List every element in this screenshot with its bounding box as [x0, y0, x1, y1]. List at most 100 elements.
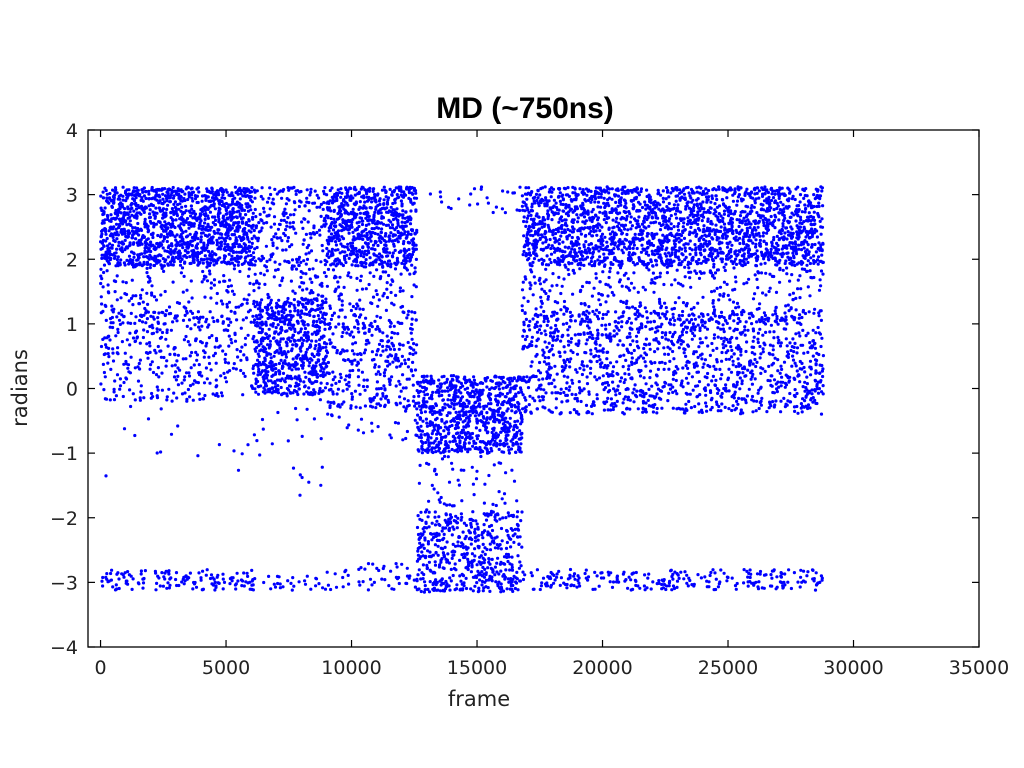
data-point	[139, 296, 143, 300]
data-point	[255, 346, 259, 350]
data-point	[324, 342, 329, 346]
data-point	[472, 187, 477, 191]
data-point	[381, 216, 385, 220]
data-point	[185, 255, 189, 259]
data-point	[250, 568, 254, 573]
data-point	[385, 247, 389, 251]
data-point	[170, 399, 174, 403]
data-point	[129, 321, 133, 325]
data-point	[402, 239, 406, 244]
data-point	[195, 194, 199, 198]
data-point	[419, 436, 423, 440]
data-point	[267, 574, 271, 579]
data-point	[268, 186, 272, 190]
data-point	[461, 542, 465, 547]
data-point	[360, 370, 364, 374]
data-point	[329, 401, 333, 405]
data-point	[321, 370, 325, 374]
data-point	[427, 499, 431, 503]
data-point	[165, 398, 169, 402]
data-point	[405, 268, 409, 272]
data-point	[284, 248, 288, 252]
data-point	[134, 329, 139, 333]
data-point	[373, 363, 377, 367]
data-point	[312, 314, 316, 318]
data-point	[331, 332, 335, 336]
data-point	[167, 387, 171, 391]
data-point	[312, 319, 316, 323]
data-point	[346, 327, 350, 331]
data-point	[472, 375, 476, 379]
data-point	[121, 321, 125, 325]
data-point	[222, 580, 227, 585]
data-point	[419, 411, 424, 415]
data-point	[398, 382, 402, 386]
data-point	[405, 581, 409, 586]
data-point	[211, 235, 215, 239]
data-point	[110, 568, 114, 572]
data-point	[377, 568, 381, 573]
data-point	[214, 253, 218, 257]
data-point	[212, 278, 217, 282]
data-point	[164, 211, 168, 215]
data-point	[176, 383, 180, 387]
data-point	[319, 260, 323, 264]
data-point	[280, 377, 284, 381]
data-point	[116, 346, 120, 350]
data-point	[227, 334, 231, 338]
data-point	[100, 253, 104, 257]
data-point	[179, 195, 183, 199]
data-point	[152, 263, 157, 268]
data-point	[207, 269, 212, 273]
data-point	[196, 258, 200, 262]
data-point	[390, 375, 394, 379]
data-point	[400, 220, 404, 224]
data-point	[233, 339, 238, 343]
data-point	[155, 327, 159, 331]
data-point	[328, 306, 332, 310]
data-point	[464, 534, 468, 539]
data-point	[403, 230, 407, 234]
data-point	[255, 439, 259, 443]
data-point	[315, 372, 319, 376]
data-point	[121, 194, 125, 198]
data-point	[135, 262, 140, 266]
data-point	[334, 381, 338, 385]
data-point	[164, 337, 168, 341]
data-point	[327, 249, 331, 253]
data-point	[447, 480, 452, 484]
data-point	[128, 388, 132, 392]
data-point	[186, 186, 190, 190]
data-point	[407, 309, 411, 313]
data-point	[187, 318, 192, 322]
data-point	[107, 201, 111, 205]
data-point	[408, 272, 412, 276]
data-point	[379, 353, 383, 357]
data-point	[340, 299, 344, 303]
data-point	[324, 345, 328, 349]
data-point	[319, 381, 323, 385]
data-point	[260, 226, 264, 230]
data-point	[264, 244, 268, 248]
data-point	[216, 394, 220, 398]
data-point	[120, 246, 124, 250]
data-point	[322, 201, 326, 205]
data-point	[248, 281, 252, 285]
data-point	[447, 584, 451, 588]
data-point	[169, 432, 174, 436]
data-point	[277, 298, 281, 302]
data-point	[186, 234, 190, 238]
data-point	[436, 553, 440, 557]
data-point	[343, 327, 347, 331]
data-point	[137, 256, 141, 260]
data-point	[333, 375, 337, 379]
data-point	[197, 320, 201, 324]
data-point	[180, 257, 184, 261]
data-point	[235, 571, 239, 575]
data-point	[329, 216, 333, 221]
data-point	[333, 345, 337, 350]
data-point	[231, 366, 235, 370]
data-point	[108, 325, 112, 329]
data-point	[444, 434, 448, 438]
data-point	[327, 371, 331, 376]
